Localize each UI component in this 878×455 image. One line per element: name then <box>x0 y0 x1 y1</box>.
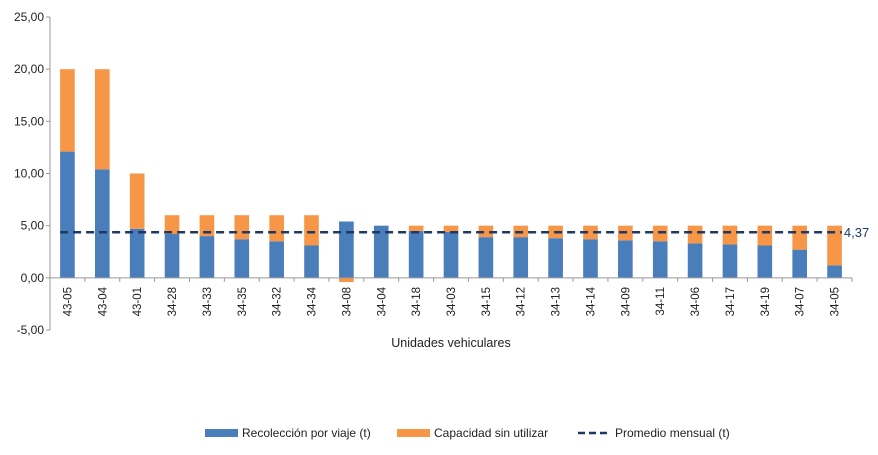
bar-capacidad <box>722 225 738 245</box>
bar-recoleccion <box>129 228 145 278</box>
bar-capacidad <box>234 215 250 240</box>
x-tick-label: 43-05 <box>62 287 74 316</box>
bar-recoleccion <box>792 249 808 278</box>
bar-recoleccion <box>373 225 389 278</box>
bar-recoleccion <box>269 241 284 278</box>
bar-recoleccion <box>722 244 738 278</box>
bar-capacidad <box>269 215 284 242</box>
bar-recoleccion <box>199 236 215 278</box>
bar-capacidad <box>687 225 703 244</box>
legend-label-capacidad: Capacidad sin utilizar <box>434 426 548 440</box>
bar-capacidad <box>757 225 773 246</box>
legend-swatch-recoleccion <box>205 429 238 437</box>
x-tick-label: 34-15 <box>481 287 493 316</box>
legend: Recolección por viaje (t) Capacidad sin u… <box>205 426 730 440</box>
legend-swatch-capacidad <box>397 429 430 437</box>
average-value-label: 4,37 <box>844 225 869 240</box>
bar-capacidad <box>827 225 842 266</box>
x-tick-label: 34-28 <box>167 287 179 316</box>
bar-recoleccion <box>687 243 703 278</box>
bar-recoleccion <box>443 231 459 278</box>
x-axis-title: Unidades vehiculares <box>391 336 511 350</box>
bar-recoleccion <box>827 265 842 278</box>
bars-layer <box>60 69 842 283</box>
x-tick-label: 34-14 <box>585 286 597 316</box>
x-tick-label: 34-19 <box>760 287 772 316</box>
bar-recoleccion <box>513 237 529 278</box>
bar-recoleccion <box>757 245 773 278</box>
x-tick-label: 34-12 <box>516 287 528 316</box>
y-tick-label: 10,00 <box>14 167 44 181</box>
x-tick-label: 34-13 <box>551 287 563 316</box>
bar-recoleccion <box>339 221 354 278</box>
legend-label-recoleccion: Recolección por viaje (t) <box>242 426 371 440</box>
x-tick-label: 34-32 <box>272 287 284 316</box>
x-tick-label: 34-34 <box>307 286 319 316</box>
bar-capacidad <box>94 69 110 170</box>
x-tick-label: 34-05 <box>830 287 842 316</box>
bar-capacidad <box>583 225 598 240</box>
bar-recoleccion <box>408 230 424 278</box>
bar-capacidad <box>792 225 808 250</box>
x-tick-label: 34-33 <box>202 287 214 316</box>
bar-capacidad <box>339 277 354 283</box>
x-tick-label: 34-03 <box>446 287 458 316</box>
y-tick-label: 15,00 <box>14 114 44 128</box>
bar-capacidad <box>164 215 180 235</box>
y-tick-label: 20,00 <box>14 62 44 76</box>
y-tick-label: 25,00 <box>14 10 44 24</box>
bar-capacidad <box>443 225 459 232</box>
bar-capacidad <box>199 215 215 237</box>
bar-capacidad <box>652 225 668 242</box>
x-tick-label: 34-08 <box>341 287 353 316</box>
bar-recoleccion <box>234 239 250 278</box>
x-tick-label: 34-06 <box>690 287 702 316</box>
x-tick-label: 34-09 <box>620 287 632 316</box>
bar-recoleccion <box>60 151 75 278</box>
y-tick-label: 0,00 <box>21 271 45 285</box>
bar-recoleccion <box>164 234 180 278</box>
bar-recoleccion <box>583 239 598 278</box>
bar-recoleccion <box>94 169 110 278</box>
x-axis: 43-05 43-04 43-01 34-28 34-33 34-35 34-32 34-34… <box>50 277 853 316</box>
bar-capacidad <box>408 225 424 231</box>
y-tick-label: 5,00 <box>21 219 45 233</box>
bar-recoleccion <box>478 237 494 278</box>
bar-recoleccion <box>652 241 668 278</box>
x-tick-label: 34-11 <box>655 287 667 316</box>
bar-capacidad <box>304 215 319 246</box>
bar-recoleccion <box>618 240 633 278</box>
x-tick-label: 34-07 <box>795 287 807 316</box>
bar-recoleccion <box>548 238 563 278</box>
y-axis: -5,00 0,00 5,00 10,00 15,00 20,00 25,00 <box>14 10 51 337</box>
y-tick-label: -5,00 <box>17 323 45 337</box>
x-tick-label: 34-17 <box>725 287 737 316</box>
x-tick-label: 34-35 <box>237 287 249 316</box>
legend-label-promedio: Promedio mensual (t) <box>615 426 730 440</box>
bar-capacidad <box>129 173 145 229</box>
average-layer: 4,37 <box>60 225 869 240</box>
x-tick-label: 43-01 <box>132 287 144 316</box>
x-tick-label: 34-18 <box>411 287 423 316</box>
x-tick-label: 34-04 <box>376 286 388 316</box>
bar-capacidad <box>60 69 75 152</box>
bar-capacidad <box>478 225 494 238</box>
x-tick-label: 43-04 <box>97 286 109 316</box>
bar-recoleccion <box>304 245 319 278</box>
